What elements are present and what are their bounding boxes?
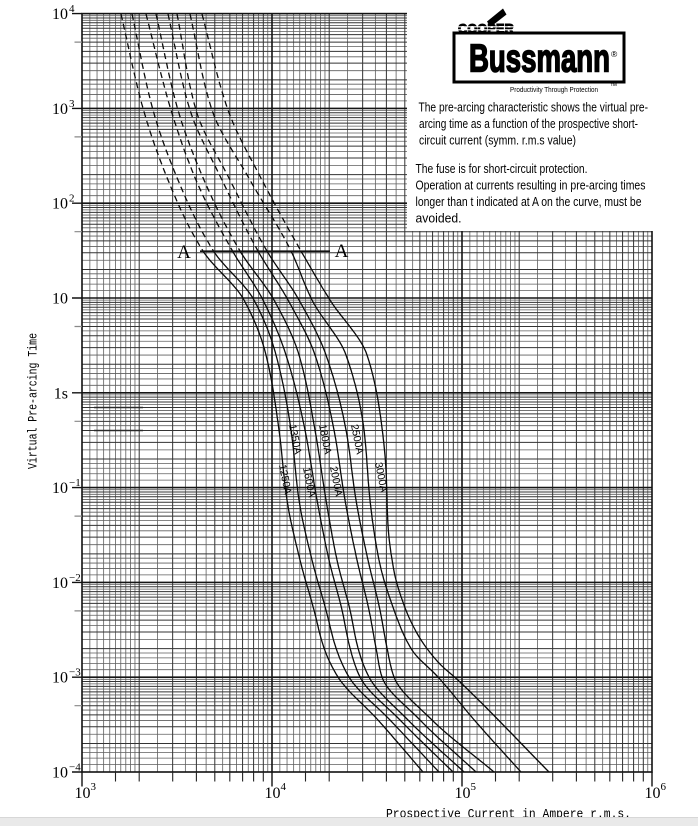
svg-text:−1: −1 [69, 477, 81, 489]
svg-text:−3: −3 [69, 667, 81, 679]
svg-text:1600A: 1600A [300, 466, 318, 498]
svg-text:−2: −2 [69, 572, 81, 584]
svg-text:10: 10 [645, 785, 661, 802]
svg-text:6: 6 [661, 781, 667, 793]
svg-text:The fuse is for short-circuit: The fuse is for short-circuit protection… [416, 162, 588, 176]
svg-text:1800A: 1800A [316, 423, 334, 455]
svg-text:1350A: 1350A [286, 423, 304, 455]
svg-text:A: A [335, 241, 349, 262]
svg-text:™: ™ [610, 83, 617, 90]
svg-text:10: 10 [265, 785, 281, 802]
svg-text:The pre-arcing characteristic: The pre-arcing characteristic shows the … [419, 101, 649, 115]
svg-text:longer than t indicated at A: longer than t indicated at A on the curv… [416, 195, 642, 209]
svg-text:10: 10 [455, 785, 471, 802]
svg-text:Bussmann: Bussmann [469, 38, 610, 81]
svg-text:4: 4 [281, 781, 287, 793]
svg-text:1s: 1s [54, 385, 68, 402]
svg-text:10: 10 [52, 196, 68, 213]
svg-text:10: 10 [52, 291, 68, 308]
svg-text:®: ® [611, 49, 618, 59]
svg-text:3: 3 [69, 98, 75, 110]
svg-text:10: 10 [52, 101, 68, 118]
svg-text:10: 10 [52, 575, 68, 592]
svg-text:avoided.: avoided. [416, 212, 462, 226]
svg-text:2: 2 [69, 193, 75, 205]
svg-text:−4: −4 [69, 762, 81, 774]
svg-text:10: 10 [52, 670, 68, 687]
svg-text:A: A [177, 242, 191, 263]
svg-text:circuit current (symm. r.m.s v: circuit current (symm. r.m.s value) [419, 134, 576, 148]
svg-text:5: 5 [471, 781, 477, 793]
svg-text:1250A: 1250A [276, 463, 294, 495]
svg-text:10: 10 [52, 765, 68, 782]
svg-text:10: 10 [75, 785, 91, 802]
svg-text:3000A: 3000A [372, 461, 390, 493]
svg-text:10: 10 [52, 480, 68, 497]
svg-text:arcing time as a function of t: arcing time as a function of the prospec… [419, 117, 638, 131]
svg-text:Virtual Pre-arcing Time: Virtual Pre-arcing Time [26, 333, 41, 469]
svg-text:3: 3 [91, 781, 97, 793]
svg-text:Productivity Through Protectio: Productivity Through Protection [510, 85, 598, 94]
svg-text:Operation at currents resultin: Operation at currents resulting in pre-a… [416, 179, 646, 193]
svg-text:2000A: 2000A [327, 465, 345, 497]
svg-text:2500A: 2500A [348, 423, 366, 455]
svg-text:4: 4 [69, 3, 75, 15]
svg-text:10: 10 [52, 6, 68, 23]
